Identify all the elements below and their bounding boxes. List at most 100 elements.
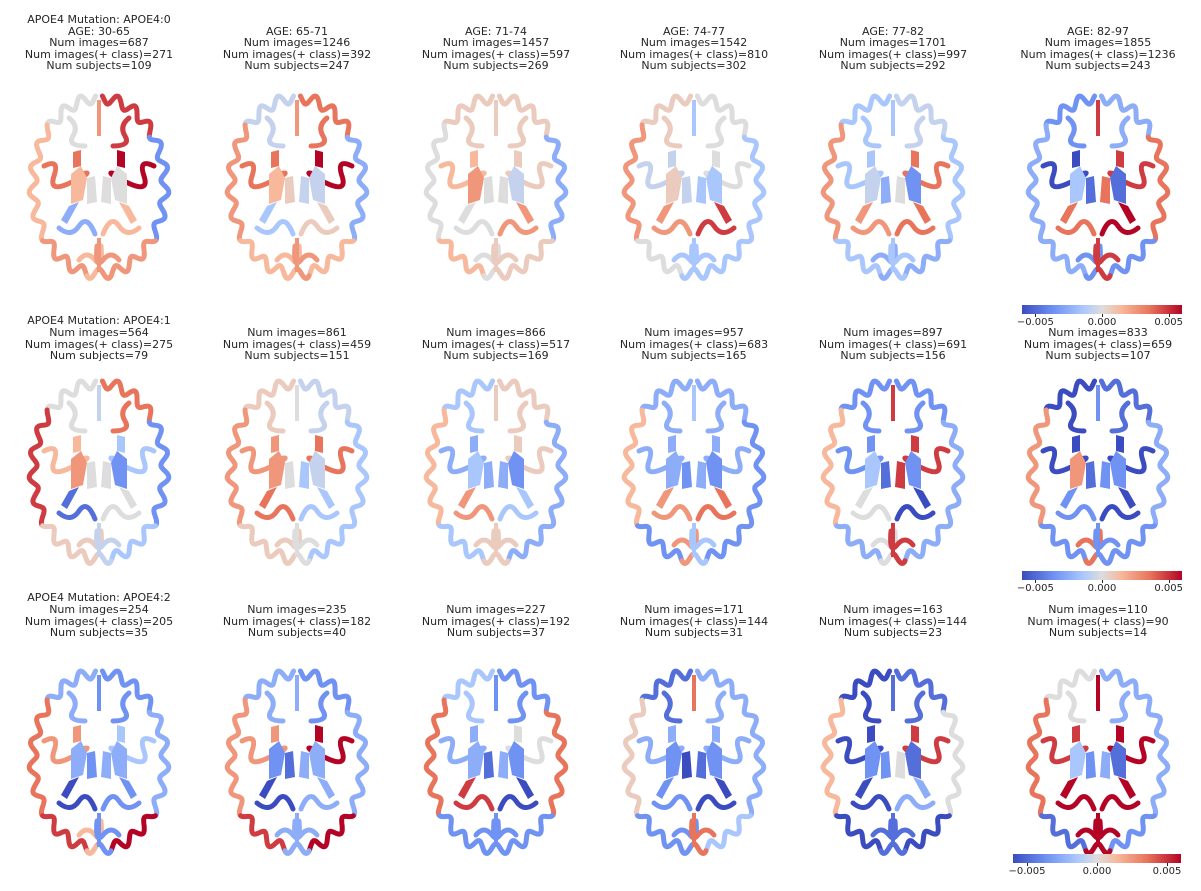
cortex-region-rp: [504, 523, 555, 566]
deep-region-lpu: [269, 166, 285, 204]
num-images-label: Num images=1457: [442, 36, 550, 50]
fold-region-rc: [298, 219, 340, 237]
brain-slice: [423, 93, 569, 281]
cortex-region-lp: [1039, 523, 1090, 566]
deep-region-lth: [285, 751, 295, 779]
cortex-region-rp: [107, 238, 158, 281]
cortex-region-rp: [504, 813, 555, 856]
fold-region-lf: [463, 690, 485, 724]
fold-region-ro: [689, 818, 717, 841]
deep-region-lc: [259, 202, 277, 224]
brain-slice: [621, 668, 767, 856]
panel-title: APOE4 Mutation: APOE4:1 Num images=564 Num…: [0, 315, 199, 361]
fold-region-rf: [110, 400, 132, 434]
cortex-region-lf: [44, 93, 99, 128]
deep-region-rpu: [706, 451, 722, 489]
fold-region-ri: [703, 736, 752, 765]
num-images-label: Num images=171: [644, 603, 744, 616]
fold-region-lf: [66, 400, 88, 434]
cortex-region-rt: [940, 419, 966, 529]
deep-region-lc: [458, 487, 476, 509]
fold-region-ri: [1107, 736, 1156, 765]
num-subjects-label: Num subjects=292: [840, 59, 946, 73]
cortex-region-lf: [838, 378, 893, 413]
num-images-label: Num images=1542: [640, 36, 748, 50]
fold-region-rf: [1109, 400, 1131, 434]
cortex-region-rp: [901, 813, 952, 856]
num-images-label: Num images=1701: [839, 36, 947, 50]
cortex-region-lp: [1039, 813, 1090, 856]
num-images-label: Num images=687: [49, 36, 149, 50]
deep-region-li: [668, 435, 676, 453]
deep-region-rc: [1118, 777, 1136, 799]
num-images-label: Num images=833: [1048, 326, 1148, 339]
deep-region-ri: [514, 150, 522, 168]
fold-region-lc: [1055, 504, 1097, 522]
deep-region-lc: [855, 777, 873, 799]
deep-region-rth: [895, 461, 905, 489]
fold-region-lf: [1065, 690, 1087, 724]
fold-region-rc: [894, 794, 936, 812]
num-positive-label: Num images(+ class)=810: [619, 47, 769, 61]
age-label: AGE: 71-74: [465, 24, 527, 38]
cortex-region-rt: [1145, 709, 1171, 819]
deep-region-rth: [101, 751, 111, 779]
num-positive-label: Num images(+ class)=182: [222, 614, 372, 628]
fold-region-lc: [56, 794, 98, 812]
brain-slice: [26, 668, 172, 856]
deep-region-lc: [259, 777, 277, 799]
cortex-region-rp: [1106, 813, 1157, 856]
deep-region-lc: [855, 202, 873, 224]
deep-region-lc: [259, 487, 277, 509]
mutation-label: APOE4 Mutation: APOE4:1: [27, 314, 171, 328]
deep-region-lc: [458, 202, 476, 224]
cortex-region-lp: [437, 813, 488, 856]
deep-region-lpu: [666, 741, 682, 779]
cortex-region-lp: [40, 523, 91, 566]
deep-region-rc: [119, 777, 137, 799]
age-label: AGE: 74-77: [663, 24, 725, 38]
deep-region-lpu: [1070, 741, 1086, 779]
panel-title: APOE4 Mutation: APOE4:2 Num images=254 Num…: [0, 592, 199, 638]
fold-region-lc: [651, 219, 693, 237]
panel-title: AGE: 71-74 Num images=1457 Num images(+ cl…: [396, 24, 596, 72]
num-images-label: Num images=110: [1048, 603, 1148, 616]
deep-region-rpu: [706, 741, 722, 779]
cortex-region-rf: [496, 378, 551, 425]
panel-title: Num images=227 Num images(+ class)=192 Num…: [396, 604, 596, 639]
fold-region-rf: [1109, 690, 1131, 724]
deep-region-rth: [498, 461, 508, 489]
cortex-region-lf: [242, 668, 297, 703]
fold-region-ri: [902, 736, 951, 765]
cortex-region-lf: [838, 93, 893, 128]
fold-region-ro: [292, 243, 320, 266]
fold-region-rc: [1099, 219, 1141, 237]
fold-region-rc: [100, 504, 142, 522]
cortex-region-lt: [820, 122, 846, 244]
deep-region-lth: [682, 751, 692, 779]
cortex-region-rt: [741, 709, 767, 819]
deep-region-rth: [299, 461, 309, 489]
num-images-label: Num images=1855: [1044, 36, 1152, 50]
fold-region-lf: [264, 400, 286, 434]
cortex-region-lf: [441, 378, 496, 413]
cortex-region-rt: [1145, 134, 1171, 244]
fold-region-li: [41, 446, 90, 475]
num-positive-label: Num images(+ class)=997: [818, 47, 968, 61]
panel-title: Num images=171 Num images(+ class)=144 Num…: [594, 604, 794, 639]
fold-region-rf: [308, 400, 330, 434]
cortex-region-lt: [26, 407, 52, 529]
num-images-label: Num images=957: [644, 326, 744, 339]
panel-title: Num images=833 Num images(+ class)=659 Num…: [998, 327, 1198, 362]
deep-region-ri: [315, 435, 323, 453]
colorbar-gradient: [1013, 854, 1181, 863]
deep-region-ri: [712, 150, 720, 168]
deep-region-rth: [696, 461, 706, 489]
panel-title: Num images=110 Num images(+ class)=90 Num …: [998, 604, 1198, 639]
deep-region-li: [1072, 435, 1080, 453]
deep-region-ri: [514, 725, 522, 743]
cortex-region-rf: [893, 668, 948, 715]
num-images-label: Num images=1246: [243, 36, 351, 50]
deep-region-rpu: [309, 451, 325, 489]
num-positive-label: Num images(+ class)=90: [1027, 614, 1169, 628]
